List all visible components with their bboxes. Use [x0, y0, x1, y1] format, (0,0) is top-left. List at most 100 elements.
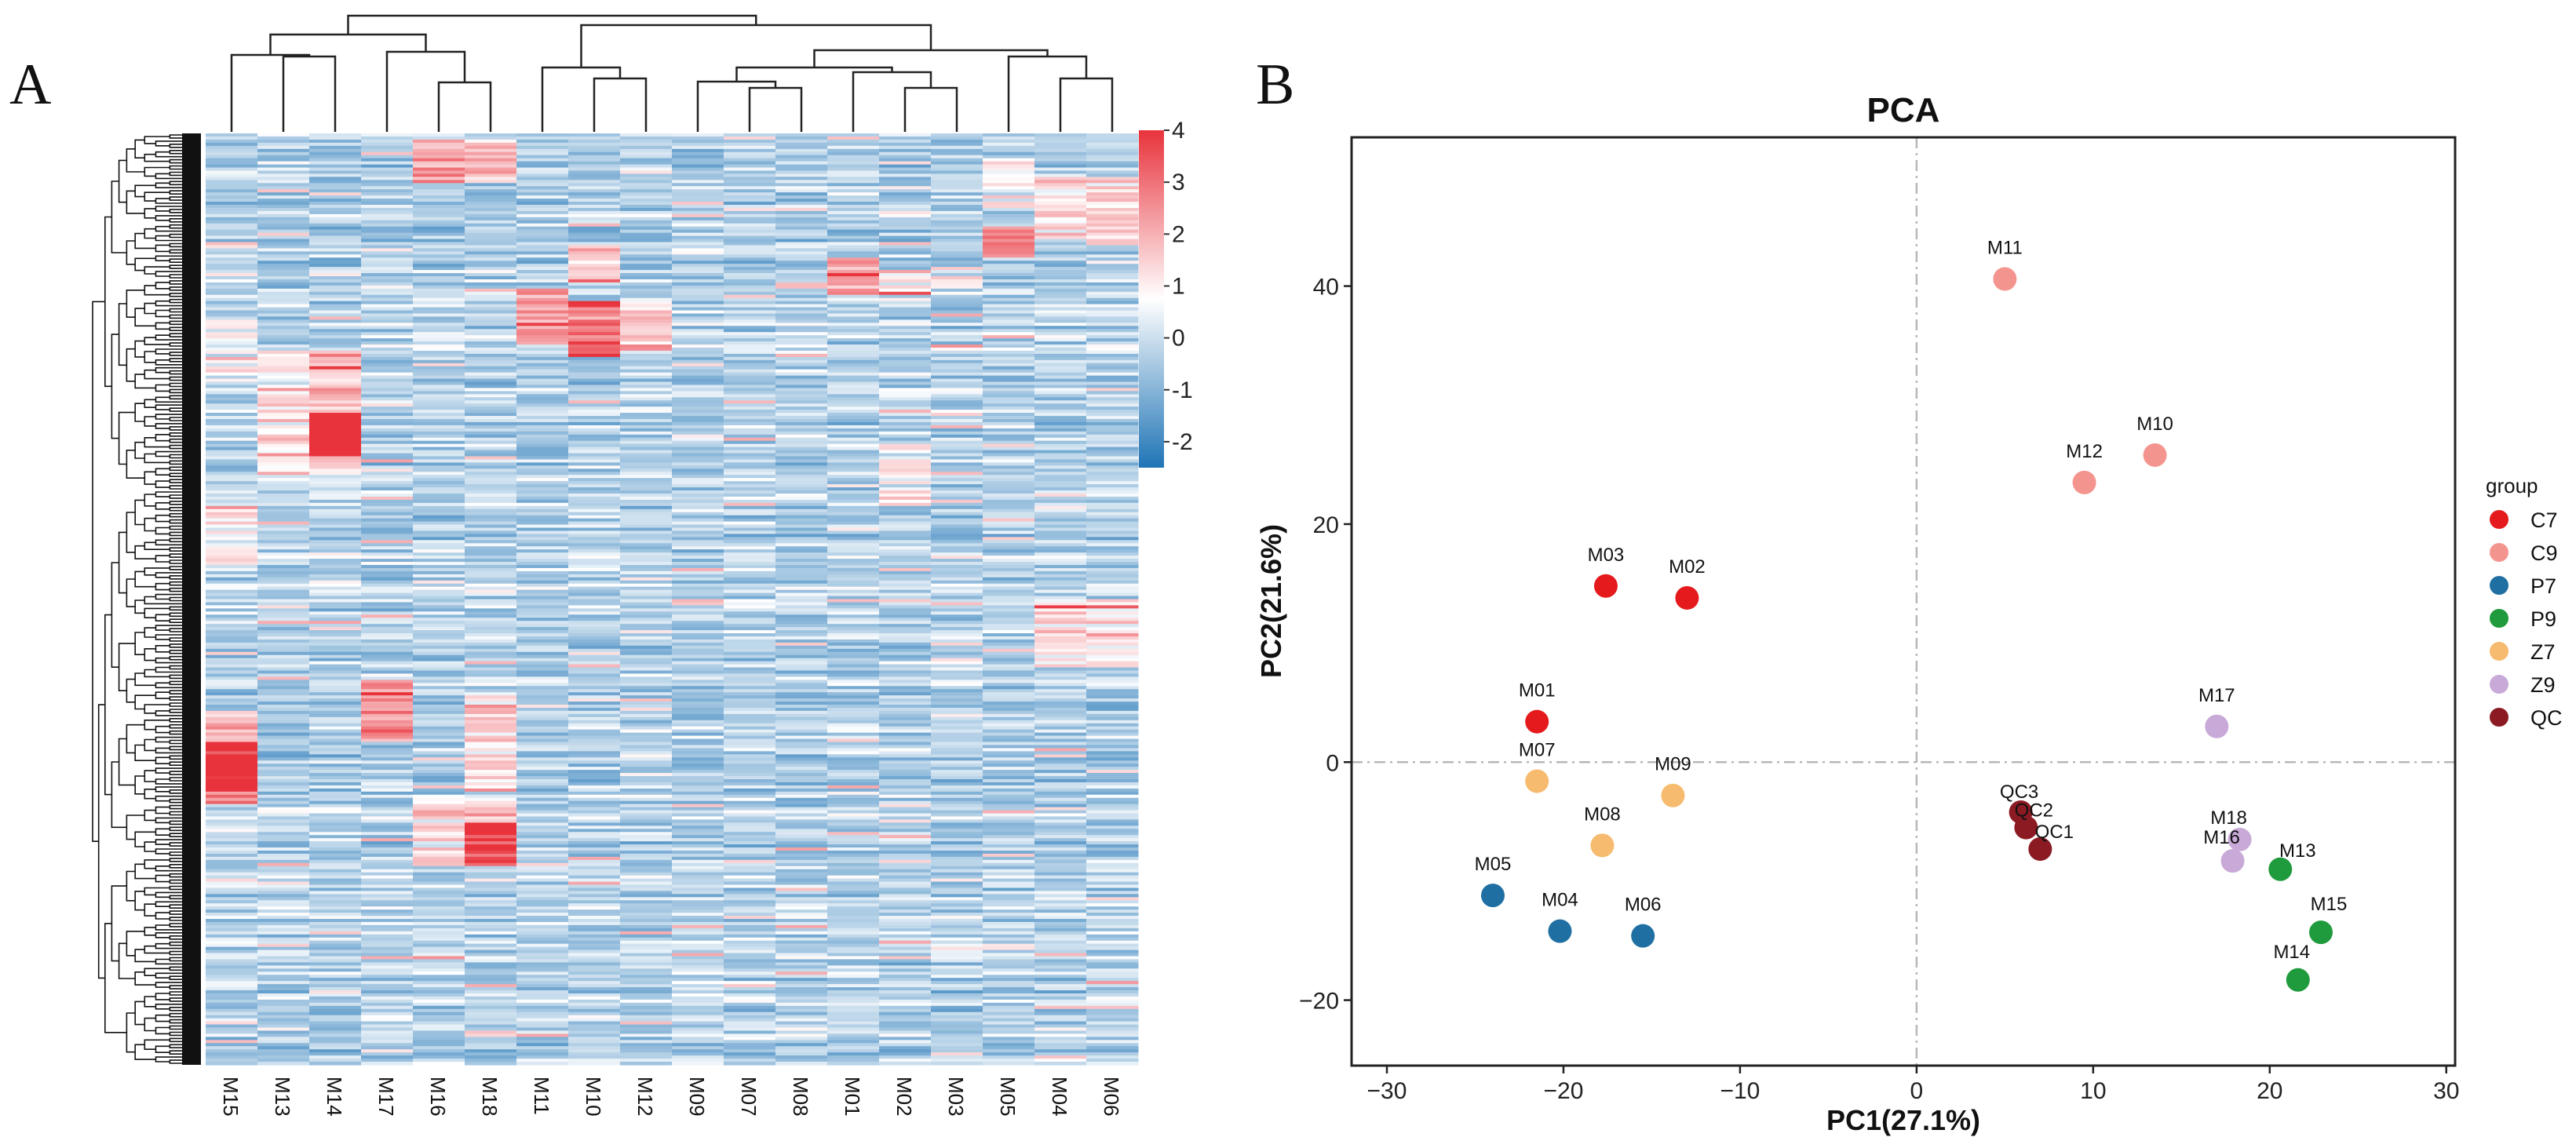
heatmap-cell [516, 180, 569, 184]
heatmap-cell [775, 413, 828, 417]
heatmap-cell [206, 270, 258, 274]
heatmap-cell [672, 934, 724, 938]
heatmap-cell [775, 962, 828, 966]
heatmap-cell [361, 705, 414, 709]
heatmap-cell [931, 301, 983, 305]
heatmap-cell [361, 540, 414, 544]
heatmap-cell [413, 515, 465, 519]
heatmap-cell [672, 183, 724, 187]
heatmap-cell [516, 596, 569, 600]
heatmap-cell [1034, 335, 1087, 339]
heatmap-cell [1086, 683, 1139, 687]
heatmap-cell [1034, 645, 1087, 650]
heatmap-cell [1086, 713, 1139, 718]
heatmap-cell [413, 450, 465, 454]
heatmap-cell [983, 232, 1035, 237]
heatmap-cell [1034, 242, 1087, 246]
heatmap-cell [879, 713, 932, 718]
heatmap-cell [983, 192, 1035, 196]
heatmap-cell [724, 589, 776, 594]
heatmap-cell [309, 301, 362, 305]
heatmap-cell [672, 521, 724, 526]
heatmap-cell [775, 257, 828, 261]
heatmap-cell [724, 406, 776, 410]
heatmap-cell [568, 934, 621, 938]
heatmap-cell [206, 692, 258, 696]
heatmap-cell [620, 856, 673, 861]
heatmap-cell [257, 596, 310, 600]
heatmap-cell [413, 975, 465, 979]
heatmap-cell [361, 297, 414, 302]
heatmap-cell [413, 496, 465, 501]
heatmap-cell [206, 698, 258, 702]
heatmap-cell [568, 294, 621, 299]
heatmap-cell [516, 913, 569, 917]
heatmap-cell [206, 924, 258, 929]
heatmap-cell [516, 862, 569, 867]
heatmap-cell [257, 866, 310, 870]
heatmap-cell [827, 564, 880, 569]
heatmap-cell [257, 624, 310, 628]
heatmap-cell [620, 639, 673, 643]
heatmap-cell [309, 177, 362, 180]
heatmap-cell [827, 794, 880, 799]
heatmap-cell [206, 788, 258, 793]
heatmap-cell [672, 279, 724, 283]
heatmap-cell [206, 384, 258, 389]
heatmap-cell [1086, 155, 1139, 159]
heatmap-cell [724, 862, 776, 867]
heatmap-cell [413, 664, 465, 669]
heatmap-cell [568, 726, 621, 731]
heatmap-cell [983, 887, 1035, 892]
heatmap-cell [413, 832, 465, 836]
heatmap-cell [1086, 478, 1139, 482]
heatmap-cell [879, 205, 932, 209]
heatmap-cell [775, 978, 828, 982]
heatmap-cell [775, 707, 828, 712]
heatmap-cell [775, 959, 828, 964]
heatmap-cell [516, 698, 569, 702]
heatmap-cell [620, 698, 673, 702]
heatmap-cell [931, 434, 983, 439]
heatmap-cell [1086, 981, 1139, 985]
heatmap-cell [775, 686, 828, 690]
heatmap-cell [1034, 813, 1087, 818]
heatmap-cell [1034, 213, 1087, 218]
heatmap-cell [724, 794, 776, 799]
heatmap-cell [413, 537, 465, 541]
heatmap-cell [983, 580, 1035, 585]
heatmap-cell [568, 403, 621, 407]
heatmap-cell [413, 773, 465, 777]
heatmap-cell [1086, 363, 1139, 367]
heatmap-cell [879, 515, 932, 519]
heatmap-cell [257, 788, 310, 793]
heatmap-cell [206, 235, 258, 240]
heatmap-cell [1086, 800, 1139, 805]
heatmap-cell [775, 261, 828, 264]
heatmap-cell [1034, 732, 1087, 737]
heatmap-cell [206, 919, 258, 923]
heatmap-cell [413, 192, 465, 196]
heatmap-cell [775, 987, 828, 991]
heatmap-cell [568, 540, 621, 544]
heatmap-cell [724, 732, 776, 737]
heatmap-cell [361, 797, 414, 802]
heatmap-cell [983, 499, 1035, 504]
heatmap-cell [361, 608, 414, 612]
heatmap-cell [568, 692, 621, 696]
heatmap-cell [827, 829, 880, 833]
heatmap-cell [309, 456, 362, 461]
heatmap-cell [516, 692, 569, 696]
heatmap-cell [516, 878, 569, 883]
heatmap-cell [361, 434, 414, 439]
heatmap-cell [620, 530, 673, 535]
heatmap-cell [568, 450, 621, 454]
heatmap-cell [931, 838, 983, 842]
heatmap-cell [1034, 683, 1087, 687]
row-dendrogram-tree [92, 134, 200, 1064]
heatmap-cell [672, 410, 724, 414]
heatmap-cell [309, 570, 362, 575]
heatmap-cell [206, 767, 258, 771]
heatmap-cell [879, 800, 932, 805]
heatmap-cell [1034, 534, 1087, 538]
